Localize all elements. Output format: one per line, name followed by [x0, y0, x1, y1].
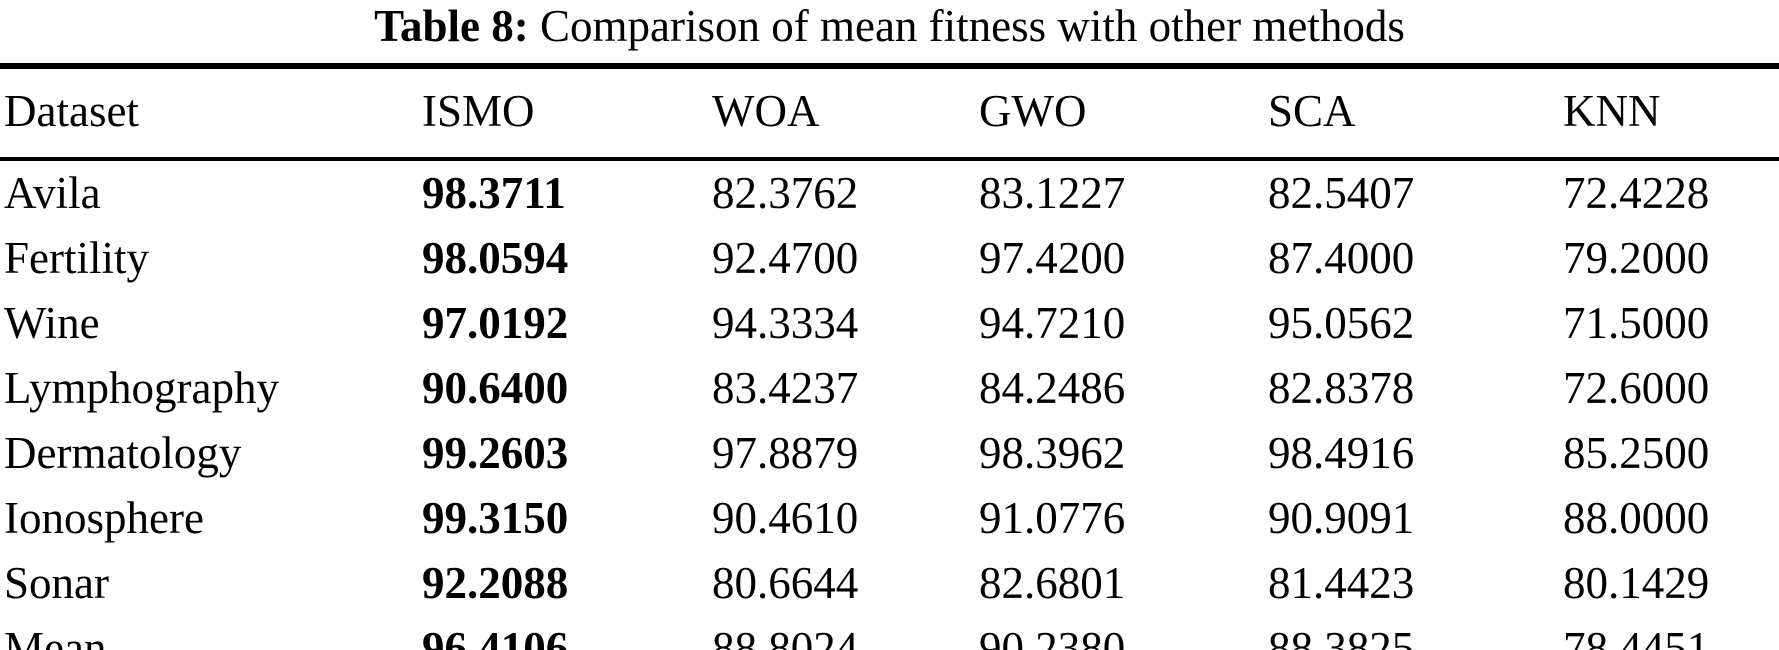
table-row-sonar: Sonar 92.2088 80.6644 82.6801 81.4423 80…	[0, 551, 1779, 616]
cell-gwo: 97.4200	[979, 232, 1126, 283]
cell-ismo: 98.0594	[422, 232, 569, 283]
cell-woa: 90.4610	[712, 492, 859, 543]
cell-gwo: 84.2486	[979, 362, 1126, 413]
cell-knn: 88.0000	[1563, 492, 1710, 543]
cell-sca: 88.3825	[1268, 622, 1415, 650]
cell-woa: 83.4237	[712, 362, 859, 413]
cell-sca: 95.0562	[1268, 297, 1415, 348]
column-header-gwo: GWO	[975, 65, 1264, 161]
table-body: Avila 98.3711 82.3762 83.1227 82.5407 72…	[0, 159, 1779, 650]
column-header-ismo: ISMO	[418, 65, 708, 161]
cell-dataset: Wine	[4, 297, 100, 348]
cell-gwo: 94.7210	[979, 297, 1126, 348]
cell-sca: 90.9091	[1268, 492, 1415, 543]
cell-dataset: Mean	[4, 622, 107, 650]
table-header: Dataset ISMO WOA GWO SCA KNN	[0, 65, 1779, 161]
cell-ismo: 92.2088	[422, 557, 569, 608]
cell-knn: 71.5000	[1563, 297, 1710, 348]
cell-dataset: Ionosphere	[4, 492, 204, 543]
table-caption-text: Comparison of mean fitness with other me…	[540, 1, 1405, 51]
mean-fitness-comparison-table: Dataset ISMO WOA GWO SCA KNN Avila 98.37…	[0, 62, 1779, 650]
cell-gwo: 98.3962	[979, 427, 1126, 478]
cell-gwo: 82.6801	[979, 557, 1126, 608]
cell-woa: 97.8879	[712, 427, 859, 478]
cell-sca: 98.4916	[1268, 427, 1415, 478]
header-row: Dataset ISMO WOA GWO SCA KNN	[0, 65, 1779, 161]
column-header-dataset: Dataset	[0, 65, 418, 161]
cell-knn: 78.4451	[1563, 622, 1710, 650]
cell-dataset: Sonar	[4, 557, 109, 608]
cell-gwo: 91.0776	[979, 492, 1126, 543]
cell-woa: 80.6644	[712, 557, 859, 608]
cell-ismo: 96.4106	[422, 622, 569, 650]
table-row-dermatology: Dermatology 99.2603 97.8879 98.3962 98.4…	[0, 421, 1779, 486]
cell-dataset: Lymphography	[4, 362, 279, 413]
cell-sca: 82.8378	[1268, 362, 1415, 413]
cell-dataset: Avila	[4, 167, 101, 218]
table-row-ionosphere: Ionosphere 99.3150 90.4610 91.0776 90.90…	[0, 486, 1779, 551]
column-header-woa: WOA	[708, 65, 975, 161]
table-row-avila: Avila 98.3711 82.3762 83.1227 82.5407 72…	[0, 159, 1779, 226]
table-caption: Table 8: Comparison of mean fitness with…	[0, 0, 1779, 52]
cell-ismo: 97.0192	[422, 297, 569, 348]
cell-dataset: Fertility	[4, 232, 149, 283]
table-row-wine: Wine 97.0192 94.3334 94.7210 95.0562 71.…	[0, 291, 1779, 356]
cell-gwo: 90.2380	[979, 622, 1126, 650]
cell-knn: 72.6000	[1563, 362, 1710, 413]
cell-ismo: 99.2603	[422, 427, 569, 478]
table-row-fertility: Fertility 98.0594 92.4700 97.4200 87.400…	[0, 226, 1779, 291]
cell-ismo: 99.3150	[422, 492, 569, 543]
table-row-lymphography: Lymphography 90.6400 83.4237 84.2486 82.…	[0, 356, 1779, 421]
column-header-sca: SCA	[1264, 65, 1559, 161]
cell-sca: 81.4423	[1268, 557, 1415, 608]
cell-sca: 82.5407	[1268, 167, 1415, 218]
cell-knn: 80.1429	[1563, 557, 1710, 608]
column-header-knn: KNN	[1559, 65, 1779, 161]
cell-sca: 87.4000	[1268, 232, 1415, 283]
cell-woa: 88.8024	[712, 622, 859, 650]
cell-knn: 79.2000	[1563, 232, 1710, 283]
cell-ismo: 90.6400	[422, 362, 569, 413]
cell-woa: 92.4700	[712, 232, 859, 283]
cell-dataset: Dermatology	[4, 427, 242, 478]
cell-knn: 85.2500	[1563, 427, 1710, 478]
table-caption-label: Table 8:	[374, 1, 529, 51]
table-row-mean: Mean 96.4106 88.8024 90.2380 88.3825 78.…	[0, 616, 1779, 650]
cell-woa: 82.3762	[712, 167, 859, 218]
cell-ismo: 98.3711	[422, 167, 566, 218]
cell-gwo: 83.1227	[979, 167, 1126, 218]
cell-knn: 72.4228	[1563, 167, 1710, 218]
cell-woa: 94.3334	[712, 297, 859, 348]
